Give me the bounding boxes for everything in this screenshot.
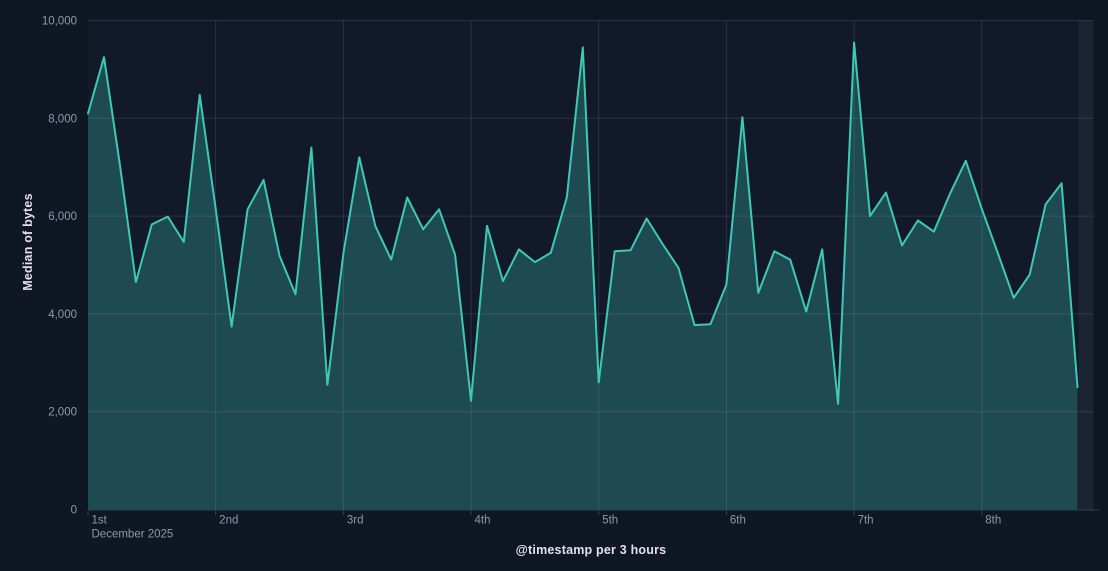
x-tick-label-2nd: 2nd	[219, 515, 238, 527]
y-tick-label-0: 0	[71, 505, 77, 517]
x-tick-label-4th: 4th	[475, 515, 491, 527]
x-axis-title: @timestamp per 3 hours	[515, 543, 667, 557]
plot-background[interactable]	[88, 20, 1094, 510]
y-tick-label-2,000: 2,000	[48, 407, 77, 419]
right-edge-band	[1078, 20, 1094, 510]
x-tick-label-6th: 6th	[730, 515, 746, 527]
y-tick-label-4,000: 4,000	[48, 309, 77, 321]
x-tick-label-5th: 5th	[602, 515, 618, 527]
area-series-line[interactable]	[87, 41, 1079, 405]
x-tick-label-3rd: 3rd	[347, 515, 364, 527]
x-tick-label-8th: 8th	[985, 515, 1001, 527]
y-axis-title: Median of bytes	[21, 193, 35, 291]
y-tick-label-10,000: 10,000	[42, 16, 77, 28]
y-tick-label-8,000: 8,000	[48, 113, 77, 125]
y-tick-label-6,000: 6,000	[48, 211, 77, 223]
x-tick-sublabel: December 2025	[92, 529, 174, 541]
x-tick-label-1st: 1st	[92, 515, 108, 527]
x-tick-label-7th: 7th	[858, 515, 874, 527]
area-series-fill[interactable]	[88, 42, 1078, 510]
